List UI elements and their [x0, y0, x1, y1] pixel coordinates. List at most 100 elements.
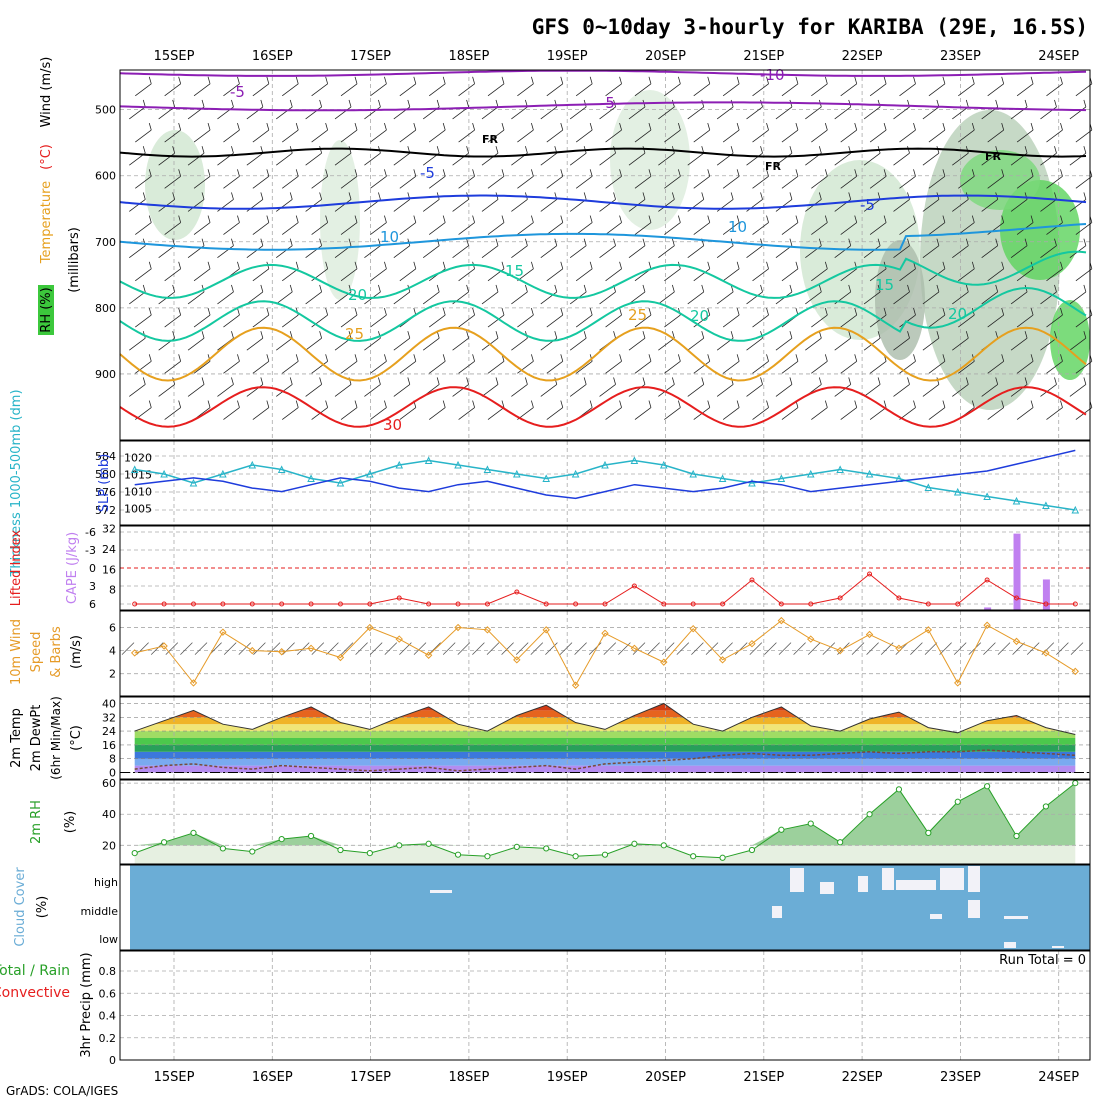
li-tick: -3	[85, 544, 96, 557]
wind-barb	[187, 377, 205, 397]
wind-barb	[752, 307, 769, 328]
precip-tick: 0.4	[99, 1010, 117, 1023]
wind-barb	[899, 76, 916, 97]
wind-barb	[569, 377, 587, 397]
wind-barb	[722, 307, 740, 328]
wind-speed-marker	[336, 653, 345, 662]
wind-barb	[340, 261, 358, 282]
wind-barb	[722, 76, 740, 97]
cape-tick: 16	[102, 563, 116, 576]
wind-speed-marker	[483, 626, 492, 634]
rh-marker	[1072, 780, 1079, 787]
wind-barb	[223, 76, 240, 97]
thickness-marker	[454, 460, 462, 469]
date-label: 18SEP	[448, 1070, 489, 1085]
thickness-marker	[219, 469, 227, 478]
surface-wind-barb	[545, 642, 558, 655]
rh-axis-label: 2m RH	[29, 800, 44, 844]
wind-barb	[311, 76, 329, 97]
li-marker	[602, 601, 608, 607]
date-label: 19SEP	[547, 49, 588, 64]
li-marker	[543, 601, 549, 607]
date-label: 20SEP	[645, 1070, 686, 1085]
wind-barb	[687, 284, 705, 305]
contour-label: FR	[985, 150, 1002, 163]
wind-barb	[511, 284, 528, 305]
thickness-tick: 576	[95, 486, 116, 499]
wind-barb	[1040, 284, 1057, 305]
wind-tick: 4	[109, 645, 116, 658]
wind-barb	[811, 354, 828, 374]
wind-barb	[899, 169, 916, 189]
wind-barb	[164, 261, 182, 282]
thickness-marker	[1042, 501, 1050, 509]
li-marker	[925, 601, 931, 607]
surface-wind-barb	[1026, 642, 1040, 655]
wind-barb	[458, 76, 475, 97]
wind-barb	[928, 215, 946, 235]
cloud-patch	[858, 876, 868, 892]
panel-frame	[119, 696, 1091, 780]
date-label: 16SEP	[252, 1070, 293, 1085]
wind-barb	[693, 261, 711, 282]
date-label: 19SEP	[547, 1070, 588, 1085]
wind-barb	[746, 377, 763, 397]
cape-bar	[984, 607, 992, 610]
wind-barb	[135, 354, 152, 374]
contour-line	[119, 101, 1087, 112]
wind-barb	[693, 354, 711, 374]
wind-barb	[246, 331, 264, 351]
thickness-marker	[806, 469, 815, 478]
thickness-marker	[130, 465, 139, 473]
wind-barb	[164, 307, 182, 328]
wind-barb	[575, 122, 593, 143]
li-marker	[1072, 601, 1078, 607]
rh-marker	[690, 853, 697, 860]
wind-barb	[517, 169, 534, 189]
wind-barb	[781, 354, 799, 374]
wind-barb	[569, 331, 587, 351]
wind-barb	[311, 307, 329, 328]
rh-marker	[778, 826, 785, 833]
wind-barb	[129, 192, 146, 212]
wind-barb	[1016, 122, 1034, 143]
wind-barb	[135, 122, 152, 143]
wind-barb	[1069, 377, 1087, 397]
surface-wind-barb	[676, 642, 690, 655]
wind-speed-marker	[807, 635, 815, 643]
thickness-marker	[483, 465, 492, 473]
wind-speed-line	[134, 619, 1076, 687]
rh-marker	[366, 850, 373, 857]
wind-barb	[370, 400, 387, 420]
wind-barb	[546, 354, 564, 374]
wind-barb	[746, 284, 763, 305]
wind-barb	[1046, 354, 1063, 374]
surface-wind-barb	[472, 642, 485, 655]
wind-barb	[452, 331, 469, 351]
thickness-tick: 584	[95, 450, 116, 463]
wind-barb	[811, 169, 828, 189]
wind-barb	[370, 307, 387, 328]
wind-barb	[458, 169, 475, 189]
wind-barb	[664, 215, 681, 235]
wind-barb	[275, 99, 293, 120]
rh-marker	[131, 850, 138, 857]
temp-tick: 0	[109, 767, 116, 780]
thickness-marker	[189, 478, 198, 487]
surface-wind-barb	[618, 642, 631, 655]
rh-marker	[454, 851, 462, 858]
wind-barb	[811, 261, 828, 282]
precip-tick: 0	[109, 1054, 116, 1067]
rh-shading	[320, 140, 360, 300]
li-marker	[514, 589, 520, 595]
thickness-marker	[718, 474, 727, 482]
wind-speed-marker	[748, 639, 756, 648]
wind-barb	[1069, 331, 1087, 351]
wind-barb	[693, 76, 711, 97]
wind-barb	[223, 400, 240, 420]
wind-barb	[752, 354, 769, 374]
wind-barb	[135, 169, 152, 189]
date-label: 17SEP	[350, 49, 391, 64]
li-line	[134, 573, 1076, 605]
